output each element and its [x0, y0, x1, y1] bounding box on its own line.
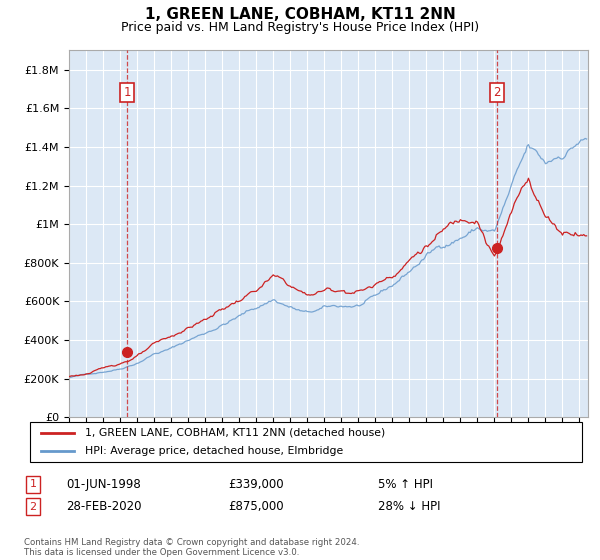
- Text: 28% ↓ HPI: 28% ↓ HPI: [378, 500, 440, 514]
- Text: 28-FEB-2020: 28-FEB-2020: [66, 500, 142, 514]
- Text: 2: 2: [493, 86, 501, 99]
- Text: 1, GREEN LANE, COBHAM, KT11 2NN: 1, GREEN LANE, COBHAM, KT11 2NN: [145, 7, 455, 22]
- Text: Price paid vs. HM Land Registry's House Price Index (HPI): Price paid vs. HM Land Registry's House …: [121, 21, 479, 34]
- Text: 2: 2: [29, 502, 37, 512]
- Text: Contains HM Land Registry data © Crown copyright and database right 2024.
This d: Contains HM Land Registry data © Crown c…: [24, 538, 359, 557]
- Text: £339,000: £339,000: [228, 478, 284, 491]
- FancyBboxPatch shape: [30, 422, 582, 462]
- Text: 1: 1: [29, 479, 37, 489]
- Text: HPI: Average price, detached house, Elmbridge: HPI: Average price, detached house, Elmb…: [85, 446, 343, 456]
- Text: 1, GREEN LANE, COBHAM, KT11 2NN (detached house): 1, GREEN LANE, COBHAM, KT11 2NN (detache…: [85, 428, 385, 438]
- Text: £875,000: £875,000: [228, 500, 284, 514]
- Text: 1: 1: [124, 86, 131, 99]
- Text: 5% ↑ HPI: 5% ↑ HPI: [378, 478, 433, 491]
- Text: 01-JUN-1998: 01-JUN-1998: [66, 478, 141, 491]
